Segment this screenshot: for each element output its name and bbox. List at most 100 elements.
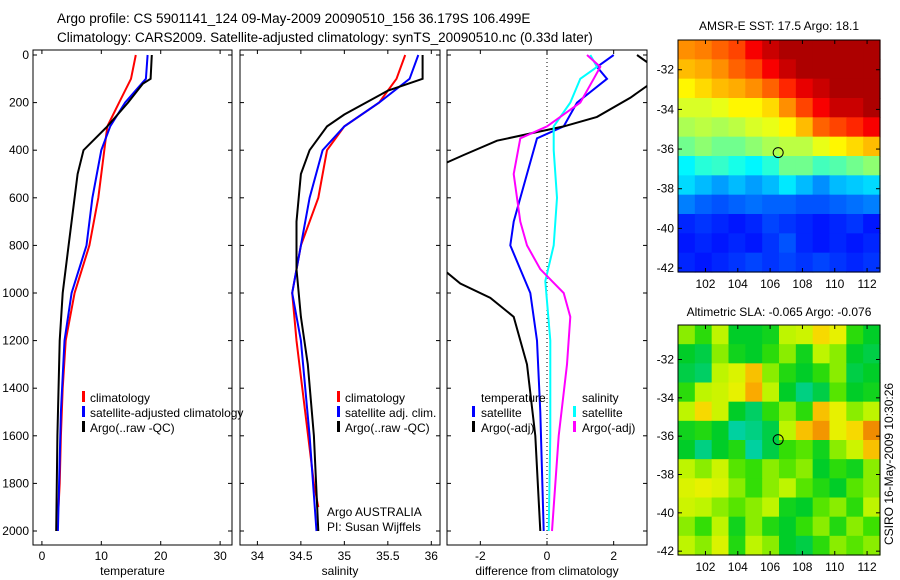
x-tick-label: 112 [858,560,877,574]
heatmap-cell [829,420,847,441]
heatmap-cell [678,40,696,60]
legend-label: Argo(-adj) [481,421,534,435]
heatmap-cell [711,252,730,273]
series-line-salinity-argo-adj- [512,54,602,532]
heatmap-cell [762,420,780,441]
legend-label: Argo(..raw -QC) [345,421,430,435]
heatmap-cell [728,156,746,176]
heatmap-cell [829,363,847,384]
heatmap-cell [863,363,881,384]
heatmap-cell [745,156,763,176]
heatmap-cell [863,59,881,80]
heatmap-cell [694,78,713,99]
heatmap-cell [795,117,814,138]
heatmap-cell [728,401,746,422]
side-label: CSIRO 16-May-2009 10:30:26 [882,383,896,545]
heatmap-cell [728,516,746,537]
heatmap-cell [694,478,713,499]
heatmap-cell [694,344,713,364]
heatmap-cell [863,420,881,441]
heatmap-cell [711,175,730,196]
heatmap-cell [711,194,730,215]
legend-label: climatology [345,391,405,405]
heatmap-cell [745,98,763,118]
heatmap-cell [694,98,713,118]
heatmap-cell [812,516,831,537]
sla-map-panel: Altimetric SLA: -0.065 Argo: -0.076 102 10… [657,305,881,574]
x-axis-label: temperature [100,564,165,578]
heatmap-cell [745,78,763,99]
heatmap-cell [863,136,881,157]
heatmap-cell [846,478,864,499]
heatmap-cell [694,233,713,254]
heatmap-cell [762,459,780,479]
legend-swatch-satellite [337,406,340,417]
heatmap-cell [846,78,864,99]
heatmap-cell [846,516,864,537]
heatmap-cell [829,175,847,196]
heatmap-cell [694,459,713,479]
x-tick-label: 36 [425,549,439,563]
heatmap-cell [812,156,831,176]
heatmap-cell [762,194,780,215]
header-line1: Argo profile: CS 5901141_124 09-May-2009… [57,11,530,26]
heatmap-cell [711,363,730,384]
heatmap-cell [711,382,730,403]
heatmap-cell [863,233,881,254]
heatmap-cell [829,459,847,479]
heatmap-cell [745,40,763,60]
heatmap-cell [779,401,797,422]
heatmap-cell [779,440,797,460]
heatmap-cell [728,363,746,384]
legend-swatch-sal-satellite [573,406,576,417]
heatmap-cell [795,420,814,441]
heatmap-cell [678,214,696,234]
heatmap-cell [779,175,797,196]
heatmap-cell [678,233,696,254]
heatmap-cell [846,214,864,234]
heatmap-cell [762,78,780,99]
heatmap-cell [779,156,797,176]
heatmap-cell [762,382,780,403]
y-tick-label: -32 [657,353,675,367]
x-tick-label: 34 [251,549,265,563]
heatmap-cell [846,420,864,441]
x-tick-label: 20 [154,549,168,563]
legend-swatch-sal-argo [573,421,576,432]
legend-label: satellite [582,406,623,420]
heatmap-cell [795,325,814,345]
y-tick-label: 1000 [2,286,29,300]
y-tick-label: -32 [657,63,675,77]
heatmap-cell [745,175,763,196]
heatmap-cell [678,252,696,273]
heatmap-cell [863,78,881,99]
heatmap-cell [829,535,847,556]
heatmap-cell [728,233,746,254]
heatmap-cell [694,40,713,60]
x-axis-label: salinity [322,564,359,578]
heatmap-cell [779,516,797,537]
heatmap-cell [779,478,797,499]
argo-position-marker [772,147,784,159]
heatmap-cell [829,478,847,499]
heatmap-cell [812,459,831,479]
x-tick-label: 34.5 [289,549,313,563]
heatmap-cell [812,252,831,273]
y-tick-label: 1600 [2,429,29,443]
heatmap-cell [846,175,864,196]
heatmap-cell [829,214,847,234]
legend-label: satellite [481,406,522,420]
heatmap-cell [745,401,763,422]
legend-swatch-temp-argo [472,421,475,432]
heatmap-cell [678,401,696,422]
heatmap-cell [846,440,864,460]
heatmap-cell [795,78,814,99]
heatmap-cell [711,535,730,556]
heatmap-cell [779,459,797,479]
heatmap-cell [846,252,864,273]
heatmap-cell [812,325,831,345]
heatmap-cell [745,478,763,499]
heatmap-cell [863,516,881,537]
heatmap-cell [694,516,713,537]
